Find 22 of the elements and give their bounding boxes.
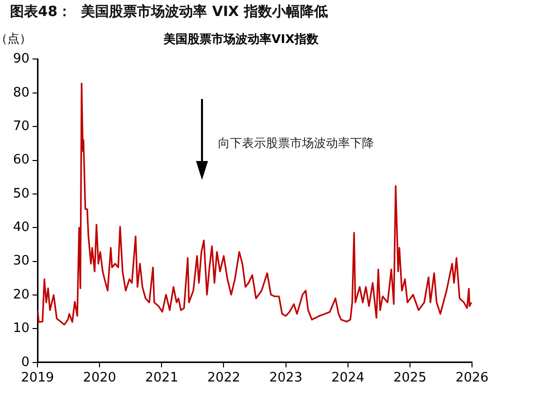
- y-tick-label: 30: [12, 254, 30, 269]
- x-tick-label: 2020: [83, 370, 116, 386]
- x-tick-label: 2023: [269, 370, 302, 386]
- x-tick-label: 2025: [393, 370, 426, 386]
- y-tick-label: 40: [12, 220, 30, 236]
- x-tick-label: 2021: [145, 370, 178, 386]
- x-tick-label: 2019: [20, 370, 54, 386]
- x-tick-label: 2026: [455, 370, 489, 386]
- y-tick-label: 0: [21, 354, 30, 370]
- y-tick-label: 60: [12, 152, 30, 168]
- y-tick-label: 50: [12, 186, 30, 202]
- y-tick-label: 90: [12, 52, 30, 67]
- x-tick-label: 2024: [331, 370, 364, 386]
- chart-title: 图表48： 美国股票市场波动率 VIX 指数小幅降低: [10, 3, 328, 20]
- y-tick-label: 20: [12, 287, 30, 302]
- annotation: 向下表示股票市场波动率下降: [218, 136, 374, 150]
- chart-subtitle: 美国股票市场波动率VIX指数: [162, 32, 320, 46]
- x-tick-label: 2022: [207, 370, 240, 386]
- y-tick-label: 80: [12, 85, 30, 100]
- y-tick-label: 10: [12, 321, 30, 336]
- y-axis-title: （点）: [0, 31, 32, 46]
- y-tick-label: 70: [12, 118, 30, 134]
